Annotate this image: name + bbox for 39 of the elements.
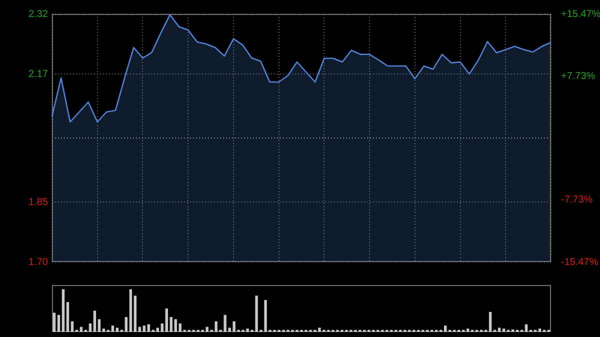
y-tick-label: 2.17: [28, 68, 48, 80]
y-tick-label: 1.70: [28, 256, 48, 268]
bar: [156, 328, 159, 332]
bar: [178, 323, 182, 332]
bar: [134, 296, 137, 332]
bar: [98, 319, 101, 332]
bar: [160, 323, 164, 332]
bar: [165, 308, 168, 332]
bar: [147, 324, 150, 332]
bar: [111, 326, 114, 332]
y2-tick-label: +7.73%: [561, 70, 596, 82]
bar: [524, 324, 528, 332]
y2-tick-label: -15.47%: [561, 256, 598, 268]
bar: [93, 310, 96, 332]
bar: [466, 328, 470, 332]
bar: [142, 326, 146, 332]
y-tick-label: 2.32: [28, 8, 48, 20]
y2-tick-label: -7.73%: [561, 194, 593, 206]
bar: [538, 328, 542, 332]
bar: [116, 328, 119, 332]
bar: [138, 326, 142, 332]
bar: [70, 321, 74, 332]
bar: [124, 317, 128, 332]
y2-tick-label: +15.47%: [561, 8, 600, 20]
bar: [88, 323, 92, 332]
bar: [174, 319, 177, 332]
bar: [52, 312, 56, 332]
bar: [488, 312, 492, 332]
y-tick-label: 1.85: [28, 196, 48, 208]
bar: [129, 289, 132, 332]
bar: [62, 289, 65, 332]
bar: [66, 302, 70, 332]
bar: [57, 314, 60, 332]
bar: [502, 328, 506, 332]
bar: [498, 328, 501, 332]
bar: [80, 326, 83, 332]
bar: [170, 317, 172, 332]
bar: [102, 328, 106, 332]
bar: [444, 326, 447, 332]
